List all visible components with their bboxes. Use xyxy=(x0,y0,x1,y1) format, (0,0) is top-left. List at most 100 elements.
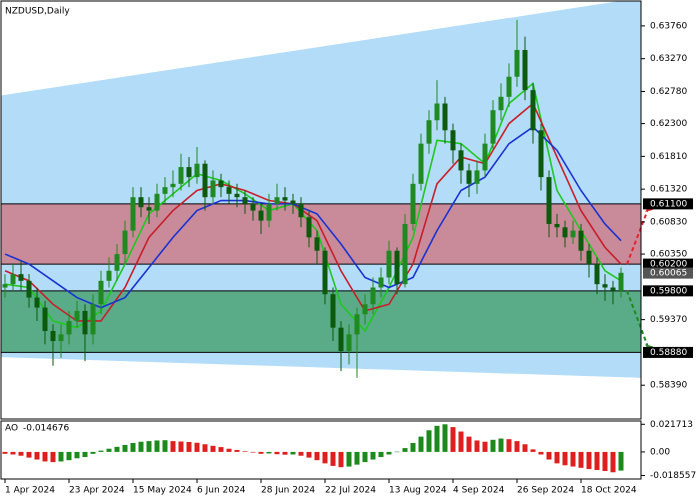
ao-bar xyxy=(602,451,608,471)
ao-bar xyxy=(218,447,224,452)
ao-bar xyxy=(242,451,248,452)
candle-body xyxy=(178,167,184,184)
y-tick-label: 0.62300 xyxy=(650,119,687,129)
ao-bar xyxy=(354,451,360,465)
ao-bar xyxy=(106,448,112,452)
target-down xyxy=(626,290,651,353)
candle-body xyxy=(282,197,288,201)
x-tick-label: 18 Oct 2024 xyxy=(581,486,637,496)
candle-body xyxy=(458,150,464,171)
candle-body xyxy=(418,143,424,184)
x-tick-label: 26 Sep 2024 xyxy=(517,486,574,496)
zone xyxy=(1,203,641,265)
candle-body xyxy=(194,163,200,178)
ao-bar xyxy=(10,451,16,455)
ao-bar xyxy=(378,451,384,457)
candle-body xyxy=(162,187,168,194)
ao-bar xyxy=(314,451,320,461)
candle-body xyxy=(482,143,488,171)
level-label: 0.60200 xyxy=(650,260,687,270)
indicator-value: -0.014676 xyxy=(23,424,69,434)
ao-bar xyxy=(586,451,592,470)
ao-bar xyxy=(618,451,624,471)
candle-body xyxy=(450,130,456,151)
channel xyxy=(1,1,641,378)
ao-bar xyxy=(202,444,208,452)
candle-body xyxy=(298,203,304,218)
candle-body xyxy=(330,294,336,328)
x-tick-label: 1 Apr 2024 xyxy=(5,486,55,496)
ao-bar xyxy=(154,440,160,452)
candle-body xyxy=(610,287,616,291)
ao-bar xyxy=(266,451,272,454)
ao-bar xyxy=(2,451,8,454)
candle-body xyxy=(338,327,344,352)
candle-body xyxy=(74,310,80,321)
ao-bar xyxy=(170,441,176,452)
ao-bar xyxy=(42,451,48,462)
price-frame xyxy=(0,0,642,420)
overlay: 0.63760 0.63270 0.62780 0.62300 0.61810 0.613… xyxy=(4,21,696,496)
ao-bar xyxy=(370,451,376,460)
candle-body xyxy=(250,203,256,211)
price-panel xyxy=(1,1,641,378)
ao-bar xyxy=(442,424,448,452)
ao-bar xyxy=(226,448,232,452)
candle-body xyxy=(362,304,368,315)
target-up xyxy=(626,203,651,265)
candle-body xyxy=(498,96,504,111)
y-tick-label: 0.60350 xyxy=(650,250,687,260)
candle-body xyxy=(290,200,296,204)
x-tick-label: 4 Sep 2024 xyxy=(453,486,505,496)
candle-body xyxy=(538,130,544,178)
candle-body xyxy=(146,207,152,211)
ao-bar xyxy=(538,451,544,455)
candle-body xyxy=(202,163,208,198)
ao-bar xyxy=(594,451,600,470)
candle-body xyxy=(562,227,568,238)
candle-body xyxy=(314,237,320,251)
candle-body xyxy=(602,284,608,288)
ao-bar xyxy=(474,440,480,452)
level-label: 0.60065 xyxy=(650,269,687,279)
ao-bar xyxy=(482,441,488,452)
ao-bar xyxy=(434,425,440,452)
candle-body xyxy=(106,270,112,281)
candle-body xyxy=(570,230,576,238)
y-tick-label: 0.61810 xyxy=(650,152,687,162)
indicator-name: AO xyxy=(5,424,18,434)
ao-bar xyxy=(458,431,464,452)
candle-body xyxy=(82,310,88,335)
ao-bar xyxy=(570,451,576,467)
ao-bar xyxy=(578,451,584,468)
indicator-frame xyxy=(0,420,642,480)
level-label: 0.59800 xyxy=(650,286,687,296)
ao-bar xyxy=(514,441,520,452)
ao-bar xyxy=(306,451,312,458)
level-label-bg xyxy=(643,346,693,358)
ao-bar xyxy=(186,441,192,452)
candle-body xyxy=(130,197,136,231)
ao-bar xyxy=(50,451,56,463)
candle-body xyxy=(346,334,352,352)
level-label: 0.58880 xyxy=(650,348,687,358)
ao-bar xyxy=(290,451,296,455)
ao-bar xyxy=(130,443,136,452)
ao-bar xyxy=(234,450,240,452)
x-tick-label: 22 Jul 2024 xyxy=(325,486,376,496)
candle-body xyxy=(226,187,232,194)
candle-body xyxy=(522,49,528,91)
candle-body xyxy=(386,250,392,278)
ao-bar xyxy=(554,451,560,464)
ao-bar xyxy=(26,451,32,458)
level-label-bg xyxy=(643,198,693,210)
candle-body xyxy=(170,183,176,188)
candle-body xyxy=(618,272,624,291)
y-tick-label: 0.63270 xyxy=(650,54,687,64)
y-tick-label: 0.62780 xyxy=(650,87,687,97)
candle-body xyxy=(546,177,552,224)
candle-body xyxy=(530,90,536,131)
ao-bar xyxy=(466,436,472,452)
x-tick-label: 13 Aug 2024 xyxy=(389,486,447,496)
